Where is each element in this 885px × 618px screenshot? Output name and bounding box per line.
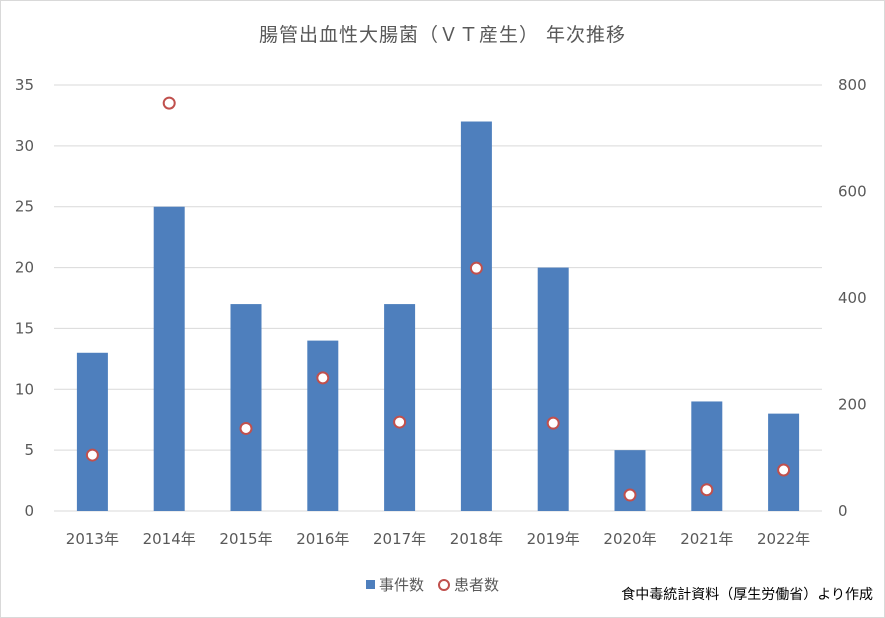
y-left-tick-label: 5 bbox=[24, 441, 34, 459]
x-tick-label: 2015年 bbox=[219, 530, 272, 548]
legend-item-cases: 事件数 bbox=[366, 574, 424, 595]
bar bbox=[153, 206, 185, 511]
x-tick-label: 2014年 bbox=[143, 530, 196, 548]
chart-legend: 事件数 患者数 bbox=[366, 574, 499, 595]
legend-label-cases: 事件数 bbox=[379, 576, 425, 594]
y-right-tick-label: 600 bbox=[838, 183, 867, 201]
bar bbox=[614, 450, 646, 511]
y-left-tick-label: 35 bbox=[15, 76, 34, 94]
patient-point bbox=[623, 488, 637, 502]
x-tick-label: 2016年 bbox=[296, 530, 349, 548]
bar bbox=[768, 413, 800, 511]
x-tick-label: 2017年 bbox=[373, 530, 426, 548]
source-note: 食中毒統計資料（厚生労働省）より作成 bbox=[621, 587, 873, 603]
patient-point bbox=[162, 96, 176, 110]
x-tick-label: 2018年 bbox=[450, 530, 503, 548]
bar bbox=[537, 267, 569, 511]
x-tick-label: 2021年 bbox=[680, 530, 733, 548]
x-tick-label: 2022年 bbox=[757, 530, 810, 548]
y-left-tick-label: 15 bbox=[15, 319, 34, 337]
patient-point bbox=[777, 463, 791, 477]
legend-dot-swatch bbox=[438, 578, 451, 591]
y-right-tick-label: 0 bbox=[838, 502, 848, 520]
patient-point bbox=[546, 416, 560, 430]
patient-point bbox=[239, 421, 253, 435]
bar bbox=[460, 121, 492, 511]
x-tick-label: 2019年 bbox=[527, 530, 580, 548]
y-left-tick-label: 0 bbox=[24, 502, 34, 520]
y-right-tick-label: 400 bbox=[838, 289, 867, 307]
y-right-tick-label: 800 bbox=[838, 76, 867, 94]
legend-item-patients: 患者数 bbox=[438, 574, 499, 595]
y-left-tick-label: 10 bbox=[15, 380, 34, 398]
y-left-tick-label: 30 bbox=[15, 137, 34, 155]
chart-title: 腸管出血性大腸菌（ＶＴ産生） 年次推移 bbox=[258, 24, 627, 46]
y-left-tick-label: 25 bbox=[15, 198, 34, 216]
patient-point bbox=[316, 371, 330, 385]
patient-point bbox=[700, 483, 714, 497]
legend-label-patients: 患者数 bbox=[454, 576, 500, 594]
y-right-tick-label: 200 bbox=[838, 396, 867, 414]
bar bbox=[307, 340, 339, 511]
legend-bar-swatch bbox=[366, 580, 375, 589]
y-left-tick-label: 20 bbox=[15, 259, 34, 277]
x-tick-label: 2013年 bbox=[66, 530, 119, 548]
bar bbox=[76, 352, 108, 511]
patient-point bbox=[469, 261, 483, 275]
bar bbox=[384, 304, 416, 511]
patient-point bbox=[85, 448, 99, 462]
patient-point bbox=[393, 415, 407, 429]
x-tick-label: 2020年 bbox=[603, 530, 656, 548]
bar bbox=[230, 304, 262, 511]
